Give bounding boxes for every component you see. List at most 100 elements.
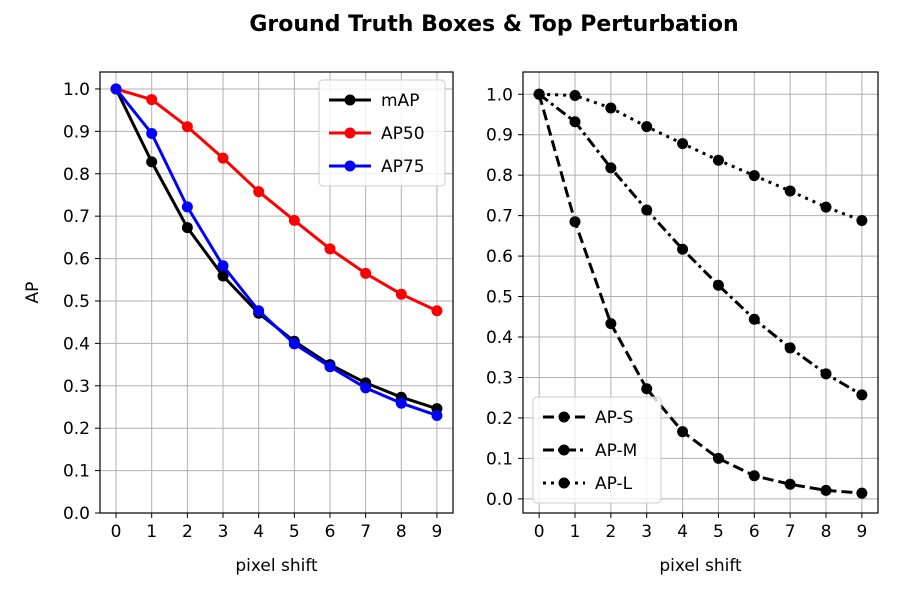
x-axis-label: pixel shift [235, 556, 318, 576]
data-point [605, 162, 617, 174]
data-point [324, 243, 336, 255]
data-point [181, 121, 193, 133]
x-tick-label: 7 [785, 522, 796, 542]
x-tick-label: 4 [677, 522, 688, 542]
y-tick-label: 0.4 [63, 334, 90, 354]
series-line [539, 92, 863, 222]
x-tick-label: 5 [289, 522, 300, 542]
legend: mAP AP50 AP75 [318, 79, 446, 187]
legend-label: AP-M [595, 441, 637, 461]
axes-frame [522, 71, 879, 514]
legend-label: AP50 [381, 124, 425, 144]
data-point [748, 313, 760, 325]
x-tick-label: 0 [111, 522, 122, 542]
y-tick-label: 0.1 [63, 462, 90, 482]
x-tick-label: 1 [570, 522, 581, 542]
data-point [712, 154, 724, 166]
data-point [253, 186, 265, 198]
data-point [856, 214, 868, 226]
data-point [856, 487, 868, 499]
data-point [569, 216, 581, 228]
data-point [605, 102, 617, 114]
data-point [748, 170, 760, 182]
x-tick-label: 8 [821, 522, 832, 542]
x-tick-label: 7 [360, 522, 371, 542]
data-point [784, 185, 796, 197]
x-tick-label: 5 [713, 522, 724, 542]
legend-label: AP75 [381, 157, 425, 177]
y-tick-label: 0.2 [486, 409, 513, 429]
x-tick-label: 6 [325, 522, 336, 542]
data-point [677, 138, 689, 150]
data-point [569, 89, 581, 101]
data-point [856, 389, 868, 401]
data-point [217, 152, 229, 164]
figure-title: Ground Truth Boxes & Top Perturbation [249, 12, 738, 37]
data-point [324, 361, 336, 373]
y-tick-label: 0.4 [486, 328, 513, 348]
data-point [110, 83, 122, 95]
data-point [360, 382, 372, 394]
data-point [146, 127, 158, 139]
data-point [712, 279, 724, 291]
data-point [395, 288, 407, 300]
legend-label: mAP [381, 91, 419, 111]
axes-frame [99, 71, 454, 514]
data-point [784, 342, 796, 354]
series-line [115, 87, 438, 313]
data-point [641, 383, 653, 395]
legend: AP-S AP-M AP-L [532, 396, 662, 504]
y-tick-label: 0.5 [63, 292, 90, 312]
right-subplot: 0 1 2 3 4 5 6 7 8 9 0.0 0.1 0.2 0.3 0.4 0.5 0.6 0.7 0.8 0.9… [486, 71, 879, 576]
data-point [677, 243, 689, 255]
x-tick-label: 2 [605, 522, 616, 542]
legend-box [532, 396, 662, 504]
data-point [395, 397, 407, 409]
series-line [114, 88, 438, 417]
legend-marker [344, 160, 356, 172]
legend-marker [558, 444, 570, 456]
y-tick-label: 1.0 [63, 80, 90, 100]
x-tick-label: 0 [534, 522, 545, 542]
x-tick-label: 8 [396, 522, 407, 542]
data-point [146, 94, 158, 106]
legend-marker [558, 411, 570, 423]
data-point [181, 201, 193, 213]
series-ap-s [533, 88, 868, 499]
y-tick-label: 0.7 [63, 207, 90, 227]
y-tick-label: 0.7 [486, 207, 513, 227]
data-point [217, 260, 229, 272]
legend-marker [344, 94, 356, 106]
series-line [537, 93, 862, 495]
legend-label: AP-S [595, 408, 633, 428]
y-tick-label: 0.9 [63, 122, 90, 142]
data-point [712, 452, 724, 464]
left-subplot: 0 1 2 3 4 5 6 7 8 9 0.0 0.1 0.2 0.3 0.4 0.5 0.6 0.7 0.8 0.9… [23, 71, 454, 576]
y-tick-label: 0.9 [486, 126, 513, 146]
data-point [253, 305, 265, 317]
legend-box [318, 79, 446, 187]
data-point [820, 484, 832, 496]
legend-marker [344, 127, 356, 139]
x-tick-label: 3 [218, 522, 229, 542]
data-point [641, 204, 653, 216]
data-point [288, 214, 300, 226]
series-ap-m [533, 88, 868, 401]
y-tick-label: 0.1 [486, 449, 513, 469]
y-axis-label: AP [23, 282, 43, 304]
x-tick-label: 6 [749, 522, 760, 542]
data-point [217, 270, 229, 282]
x-tick-label: 9 [432, 522, 443, 542]
data-point [288, 338, 300, 350]
data-point [677, 426, 689, 438]
data-point [605, 318, 617, 330]
legend-label: AP-L [595, 474, 633, 494]
series-line [538, 93, 863, 397]
data-point [820, 201, 832, 213]
series-ap-l [533, 88, 868, 226]
data-point [431, 305, 443, 317]
data-point [748, 470, 760, 482]
y-tick-label: 0.6 [486, 247, 513, 267]
legend-marker [558, 477, 570, 489]
